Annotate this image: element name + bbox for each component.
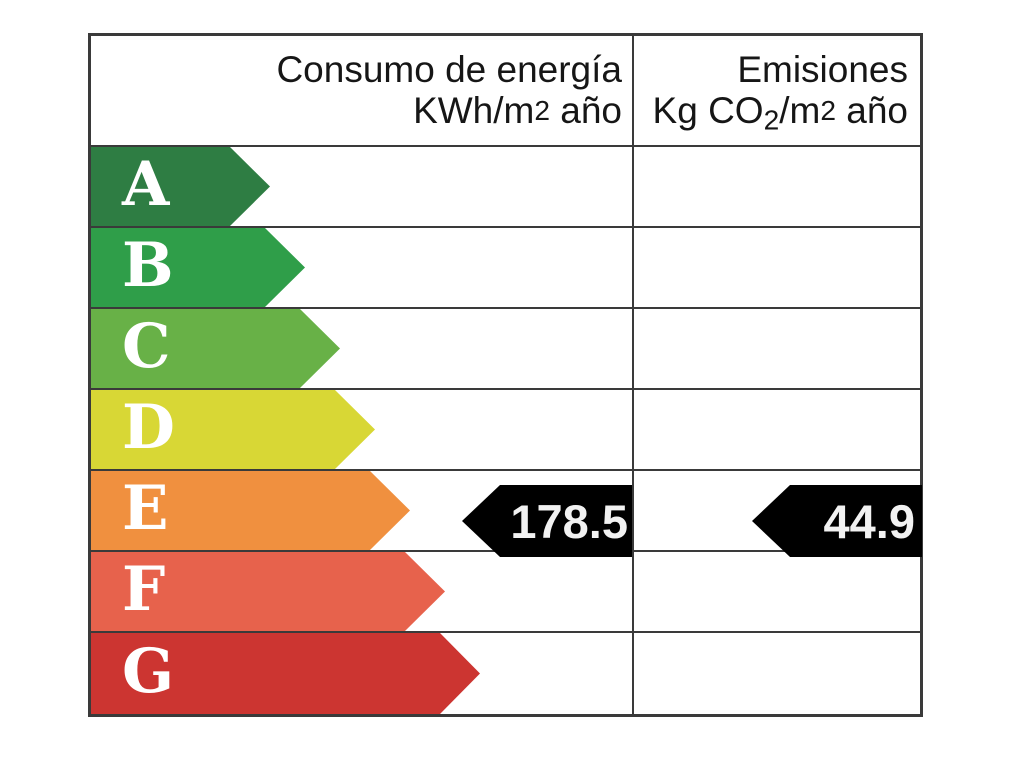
rating-letter-a: A <box>122 149 170 220</box>
subscript-2: 2 <box>763 104 780 136</box>
rating-row-c: C <box>91 309 920 390</box>
rating-arrow-e: E <box>91 471 410 550</box>
consumption-value: 178.5 <box>510 494 628 548</box>
rating-row-e: E <box>91 471 920 552</box>
emissions-value-arrow: 44.9 <box>752 485 922 557</box>
rating-arrow-d: D <box>91 390 375 469</box>
header-emissions-column: Emisiones Kg CO2/m2 año <box>634 36 920 145</box>
rating-arrow-a: A <box>91 147 270 226</box>
rating-letter-f: F <box>122 554 166 625</box>
consumption-value-arrow: 178.5 <box>462 485 632 557</box>
emissions-header-line1: Emisiones <box>737 49 908 90</box>
consumption-header-line1: Consumo de energía <box>276 49 622 90</box>
emissions-header-line2: Kg CO2/m2 año <box>652 90 908 136</box>
column-divider <box>632 36 634 714</box>
rating-arrow-g: G <box>91 633 480 714</box>
rating-arrow-b: B <box>91 228 305 307</box>
consumption-header-line2: KWh/m2 año <box>413 90 622 131</box>
rating-row-d: D <box>91 390 920 471</box>
rating-row-f: F <box>91 552 920 633</box>
rating-letter-e: E <box>122 473 169 544</box>
rating-letter-b: B <box>122 230 174 301</box>
header-consumption-column: Consumo de energía KWh/m2 año <box>91 36 634 145</box>
rating-row-b: B <box>91 228 920 309</box>
superscript-2: 2 <box>534 95 550 127</box>
rating-letter-g: G <box>122 636 175 707</box>
rating-arrow-c: C <box>91 309 340 388</box>
rating-letter-c: C <box>122 311 171 382</box>
table-header: Consumo de energía KWh/m2 año Emisiones … <box>91 36 920 147</box>
rating-arrow-f: F <box>91 552 445 631</box>
superscript-2: 2 <box>820 95 836 127</box>
rating-table: Consumo de energía KWh/m2 año Emisiones … <box>88 33 923 717</box>
emissions-value: 44.9 <box>823 494 915 548</box>
rating-letter-d: D <box>122 392 175 463</box>
rating-row-g: G <box>91 633 920 714</box>
rating-row-a: A <box>91 147 920 228</box>
